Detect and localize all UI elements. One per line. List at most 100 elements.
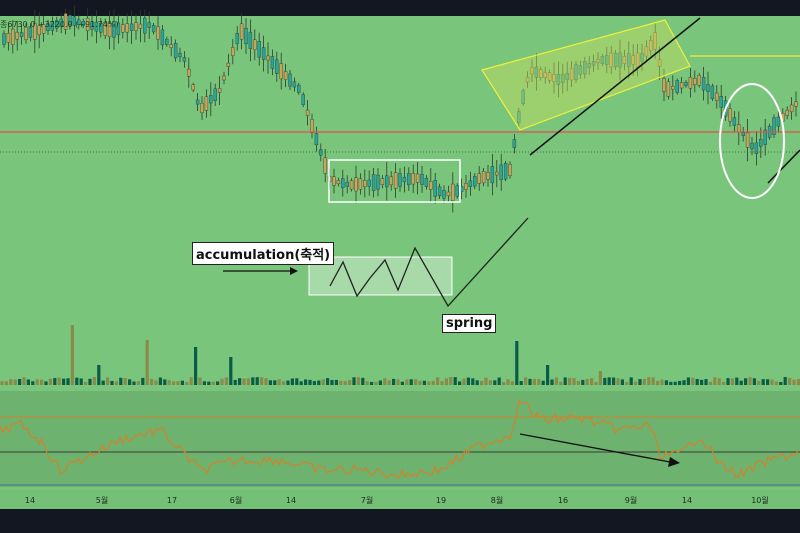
candle-body (512, 139, 517, 148)
volume-bar (691, 377, 695, 385)
volume-bar (466, 377, 470, 385)
candle-body (468, 180, 473, 187)
candle-body (679, 82, 684, 89)
candle-body (15, 32, 19, 40)
volume-bar (418, 380, 422, 385)
volume-bar (400, 381, 404, 385)
candle-body (367, 179, 371, 187)
divergence-arrow-shaft (519, 433, 671, 463)
candle-body (94, 21, 99, 32)
x-axis: 14 5월 17 6월 14 7월 19 8월 16 9월 14 10월 (25, 495, 769, 505)
volume-bar (796, 379, 800, 385)
candle-body (191, 84, 195, 91)
volume-bar (730, 378, 734, 385)
volume-bar (255, 377, 259, 385)
volume-bar (664, 380, 668, 385)
volume-bar (0, 381, 4, 385)
volume-bar (44, 381, 48, 385)
volume-bar (229, 357, 233, 385)
candle-body (257, 41, 261, 58)
x-tick-label: 7월 (361, 495, 373, 505)
volume-bar (383, 378, 387, 385)
volume-bar (216, 381, 220, 385)
candle-body (195, 99, 200, 105)
volume-bar (238, 378, 242, 385)
volume-bar (792, 379, 796, 385)
candle-body (77, 19, 81, 25)
candle-body (393, 172, 398, 189)
candle-body (332, 176, 336, 186)
volume-bar (392, 378, 396, 385)
candle-body (59, 18, 63, 28)
volume-bar (224, 377, 228, 385)
candle-body (587, 62, 591, 68)
candle-body (147, 22, 151, 28)
candle-body (701, 76, 706, 91)
volume-bar (75, 377, 79, 385)
volume-bar (154, 380, 158, 385)
volume-bar (220, 378, 224, 385)
candle-body (754, 142, 759, 154)
candle-body (499, 164, 503, 180)
volume-bar (493, 380, 497, 385)
volume-bar (352, 377, 356, 385)
volume-bar (475, 380, 479, 385)
candle-body (121, 24, 125, 33)
x-tick-label: 14 (682, 496, 692, 505)
candle-body (794, 101, 798, 107)
spring-schematic-line (329, 217, 529, 308)
volume-bar (370, 381, 374, 385)
volume-bar (629, 377, 633, 385)
volume-bar (62, 378, 66, 385)
candle-body (112, 21, 116, 38)
candle-body (455, 185, 459, 197)
candle-body (574, 64, 578, 80)
candle-body (173, 42, 178, 59)
volume-bar (722, 381, 726, 385)
candle-body (398, 173, 402, 187)
candle-body (222, 75, 226, 81)
volume-bar (532, 378, 536, 385)
candle-body (2, 33, 6, 45)
x-tick-label: 6월 (230, 495, 242, 505)
volume-bar (550, 379, 554, 385)
volume-bar (185, 381, 189, 385)
candle-body (547, 72, 552, 81)
candle-body (631, 55, 635, 65)
volume-bar (695, 379, 699, 385)
volume-bar (528, 378, 532, 385)
candle-body (200, 102, 204, 114)
candle-body (433, 180, 437, 197)
candle-body (561, 74, 565, 83)
candle-body (525, 77, 530, 83)
candle-body (138, 23, 143, 29)
candle-body (261, 47, 266, 60)
candle-body (644, 46, 649, 57)
candle-body (319, 149, 323, 156)
volume-bar (678, 380, 682, 385)
candle-body (772, 117, 776, 135)
candle-body (473, 175, 477, 187)
candle-body (248, 31, 253, 49)
x-tick-label: 5월 (96, 495, 108, 505)
candle-body (301, 94, 305, 105)
volume-bar (515, 341, 519, 385)
volume-bar (79, 378, 83, 385)
volume-bar (13, 379, 17, 385)
candle-body (46, 23, 50, 31)
candle-body (213, 88, 217, 101)
volume-bar (321, 379, 325, 385)
volume-bar (704, 379, 708, 385)
volume-bar (660, 379, 664, 385)
candle-body (239, 23, 244, 40)
candles-group (2, 5, 798, 213)
volume-bar (163, 379, 167, 385)
candle-body (55, 20, 59, 29)
volume-bar (110, 380, 114, 385)
volume-bar (559, 381, 563, 385)
candle-body (143, 17, 147, 34)
highlight-circle (719, 83, 785, 199)
candle-body (565, 72, 569, 80)
volume-bar (176, 381, 180, 385)
